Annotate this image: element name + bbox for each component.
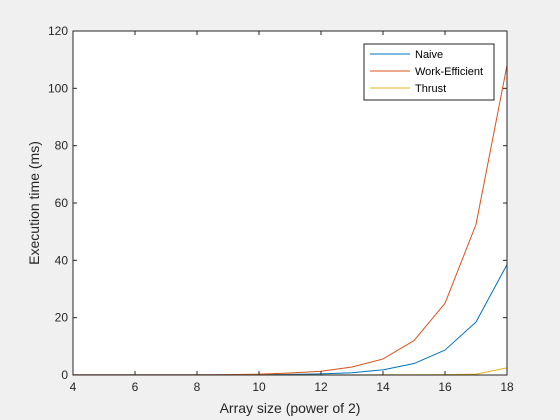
y-tick-label: 120: [48, 24, 68, 38]
y-axis-label: Execution time (ms): [26, 141, 42, 265]
x-tick-label: 6: [132, 380, 139, 394]
x-tick-label: 12: [314, 380, 328, 394]
legend: Naive Work-Efficient Thrust: [364, 44, 494, 100]
y-tick-label: 60: [55, 196, 69, 210]
x-tick-label: 8: [194, 380, 201, 394]
legend-label-work-efficient: Work-Efficient: [415, 66, 483, 78]
legend-label-naive: Naive: [415, 49, 443, 61]
y-tick-label: 0: [61, 368, 68, 382]
y-tick-label: 80: [55, 139, 69, 153]
x-tick-label: 14: [376, 380, 390, 394]
x-tick-label: 4: [70, 380, 77, 394]
legend-label-thrust: Thrust: [415, 83, 446, 95]
x-axis-label: Array size (power of 2): [220, 400, 361, 416]
y-tick-label: 100: [48, 81, 68, 95]
y-tick-label: 20: [55, 311, 69, 325]
y-tick-label: 40: [55, 253, 69, 267]
x-tick-label: 18: [500, 380, 514, 394]
x-tick-label: 16: [438, 380, 452, 394]
x-tick-label: 10: [252, 380, 266, 394]
